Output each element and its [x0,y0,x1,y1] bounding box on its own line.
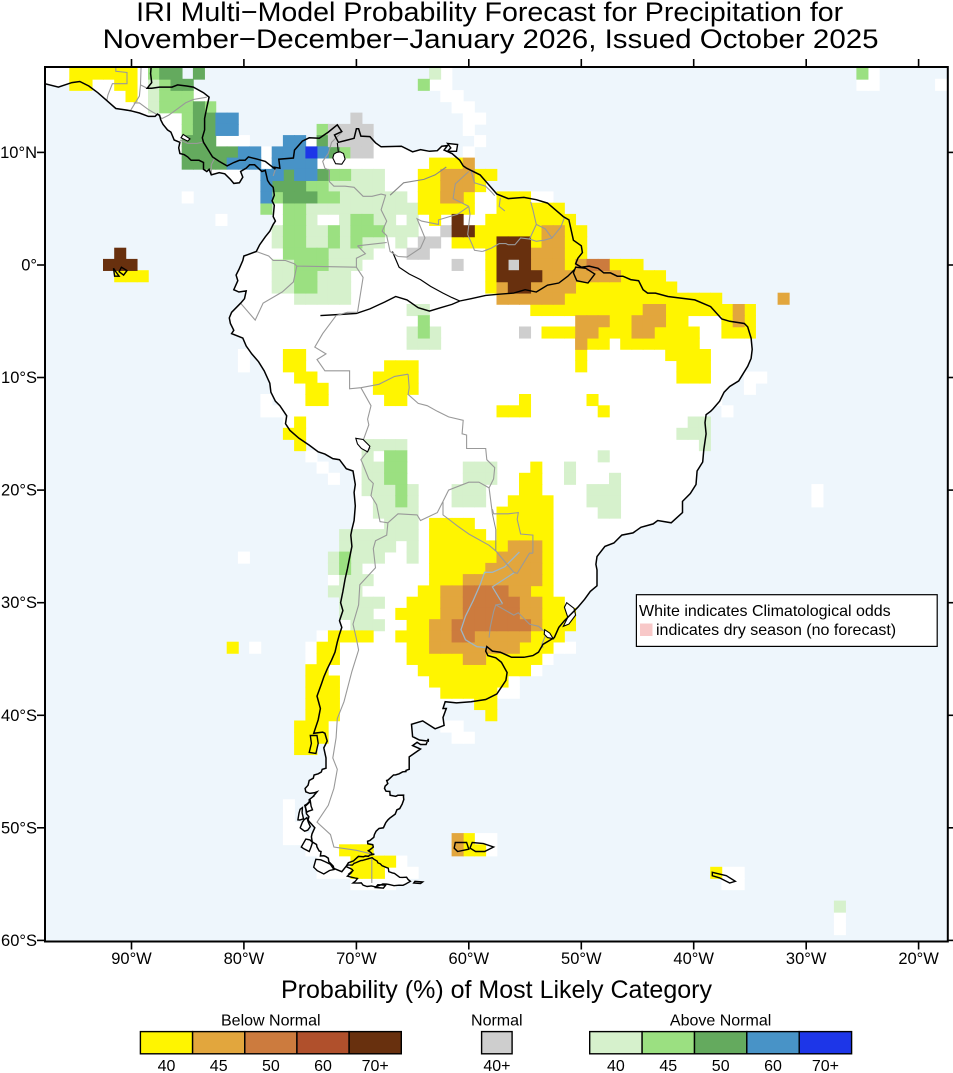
svg-text:10°N: 10°N [0,144,37,162]
svg-text:80°W: 80°W [224,950,265,968]
svg-text:40: 40 [158,1058,176,1073]
svg-text:45: 45 [659,1058,677,1073]
svg-text:Normal: Normal [471,1013,523,1030]
svg-text:50: 50 [712,1058,730,1073]
svg-text:White indicates Climatological: White indicates Climatological odds [639,603,891,620]
svg-text:November−December−January 2026: November−December−January 2026, Issued O… [103,24,879,54]
svg-text:50: 50 [262,1058,280,1073]
svg-text:30°W: 30°W [786,950,827,968]
svg-text:10°S: 10°S [1,369,37,387]
svg-text:90°W: 90°W [111,950,152,968]
svg-text:indicates dry season (no forec: indicates dry season (no forecast) [656,622,896,639]
svg-text:70+: 70+ [362,1058,389,1073]
svg-text:Above Normal: Above Normal [670,1013,771,1030]
svg-text:60: 60 [314,1058,332,1073]
svg-text:Probability (%) of Most Likely: Probability (%) of Most Likely Category [281,976,712,1004]
svg-text:70+: 70+ [812,1058,839,1073]
svg-text:60: 60 [764,1058,782,1073]
svg-text:40: 40 [607,1058,625,1073]
svg-text:50°S: 50°S [1,819,37,837]
svg-text:60°W: 60°W [449,950,490,968]
svg-text:0°: 0° [21,257,37,275]
svg-text:45: 45 [210,1058,228,1073]
svg-text:40°S: 40°S [1,707,37,725]
svg-text:20°W: 20°W [898,950,939,968]
svg-text:70°W: 70°W [336,950,377,968]
svg-text:IRI Multi−Model Probability Fo: IRI Multi−Model Probability Forecast for… [136,0,843,27]
svg-text:40°W: 40°W [673,950,714,968]
svg-text:50°W: 50°W [561,950,602,968]
svg-text:60°S: 60°S [1,932,37,950]
svg-text:Below Normal: Below Normal [221,1013,321,1030]
svg-text:40+: 40+ [483,1058,510,1073]
svg-text:30°S: 30°S [1,594,37,612]
svg-text:20°S: 20°S [1,482,37,500]
